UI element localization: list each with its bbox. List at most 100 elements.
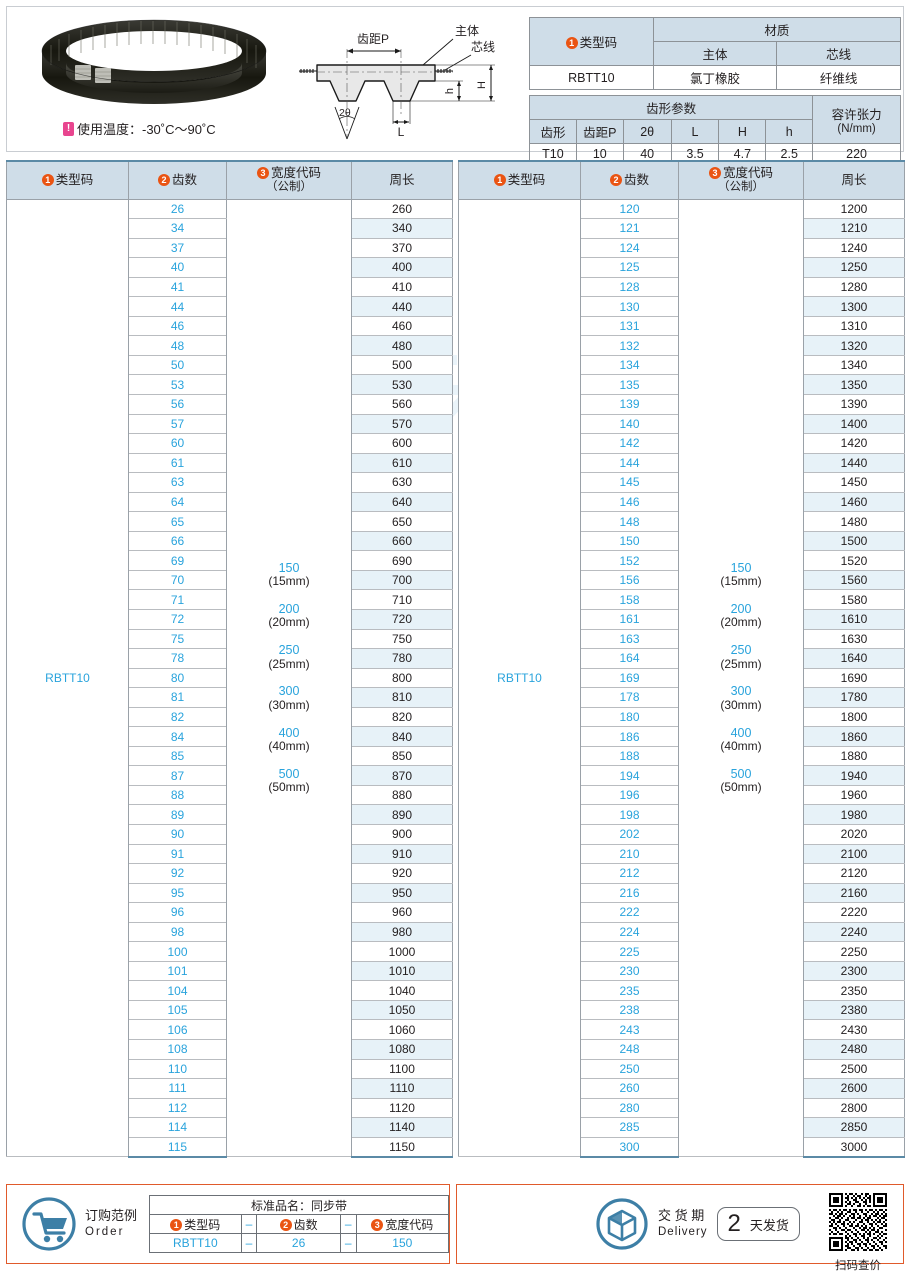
circumference-cell: 2300: [803, 961, 905, 982]
circumference-cell: 1860: [803, 726, 905, 747]
teeth-count-cell: 202: [580, 824, 679, 845]
circumference-cell: 1340: [803, 355, 905, 376]
circumference-cell: 1310: [803, 316, 905, 337]
circumference-cell: 950: [351, 883, 453, 904]
product-table-left: 1 类型码 2 齿数 3 宽度代码 （公制） 周长 RBTT10 26 150 (15mm)…: [6, 160, 453, 1173]
width-code-mm: (50mm): [268, 780, 310, 795]
circumference-cell: 1150: [351, 1137, 453, 1158]
col-header-teeth-right: 2 齿数: [580, 160, 679, 200]
delivery-title-en: Delivery: [658, 1225, 708, 1238]
teeth-count-cell: 66: [128, 531, 227, 552]
width-code-item: 250 (25mm): [720, 643, 761, 671]
circumference-cell: 1200: [803, 199, 905, 220]
angle-label: 2θ: [339, 107, 351, 119]
table-row: 125 1250: [459, 257, 905, 278]
width-code-item: 400 (40mm): [268, 726, 309, 754]
table-row: 150 1500: [459, 531, 905, 552]
teeth-count-cell: 88: [128, 785, 227, 806]
circumference-cell: 1940: [803, 765, 905, 786]
shopping-cart-icon: [22, 1197, 76, 1251]
type-code-value-right: RBTT10: [458, 199, 581, 1158]
table-row: 110 1100: [7, 1059, 453, 1080]
table-row: 104 1040: [7, 980, 453, 1001]
teeth-count-cell: 100: [128, 941, 227, 962]
delivery-box-icon: [596, 1198, 648, 1250]
table-row: 44 440: [7, 296, 453, 317]
circumference-cell: 1060: [351, 1019, 453, 1041]
table-row: 84 840: [7, 726, 453, 747]
table-row: 34 340: [7, 218, 453, 239]
circumference-cell: 710: [351, 589, 453, 610]
teeth-count-cell: 125: [580, 257, 679, 278]
table-row: 202 2020: [459, 824, 905, 845]
table-row: 212 2120: [459, 863, 905, 884]
material-header: 材质: [652, 17, 902, 42]
table-right-body: RBTT10 120 150 (15mm) 200 (20mm) 250 (25mm) 300(…: [458, 199, 905, 1158]
table-row: 72 720: [7, 609, 453, 630]
table-row: 65 650: [7, 511, 453, 532]
teeth-count-cell: 163: [580, 629, 679, 650]
table-right: 1 类型码 2 齿数 3 宽度代码 （公制） 周长 RBTT10 120 150 (15mm…: [458, 160, 905, 1158]
circumference-cell: 2020: [803, 824, 905, 845]
material-cord-value: 纤维线: [776, 65, 901, 90]
table-row: RBTT10 26 150 (15mm) 200 (20mm) 250 (25mm) 300 (3…: [6, 199, 453, 1158]
circumference-cell: 960: [351, 902, 453, 923]
teeth-count-cell: 40: [128, 257, 227, 278]
width-code-group-right: 150 (15mm) 200 (20mm) 250 (25mm) 300 (30mm) 400(…: [678, 199, 804, 1158]
order-col-width: 3 宽度代码: [355, 1214, 450, 1234]
circumference-cell: 1100: [351, 1059, 453, 1080]
tooth-profile-diagram: 齿距P 主体 芯线 2θ L: [299, 24, 495, 140]
teeth-count-cell: 80: [128, 668, 227, 689]
teeth-count-cell: 210: [580, 844, 679, 865]
circumference-cell: 850: [351, 746, 453, 767]
temperature-text: 使用温度：-30˚C～90˚C: [77, 122, 216, 137]
circumference-cell: 690: [351, 550, 453, 571]
col-header-type-code-right: 1 类型码: [458, 160, 581, 200]
delivery-days-number: 2: [727, 1210, 741, 1237]
teeth-count-cell: 101: [128, 961, 227, 982]
teeth-count-cell: 90: [128, 824, 227, 845]
table-row: 87 870: [7, 765, 453, 786]
table-row: 280 2800: [459, 1098, 905, 1119]
circumference-cell: 1780: [803, 687, 905, 708]
circumference-cell: 3000: [803, 1137, 905, 1158]
table-row: 224 2240: [459, 922, 905, 943]
circumference-cell: 1320: [803, 335, 905, 356]
circumference-cell: 1880: [803, 746, 905, 767]
qr-section: 扫码查价: [829, 1193, 887, 1273]
circumference-cell: 800: [351, 668, 453, 689]
circumference-cell: 1240: [803, 238, 905, 259]
table-row: 216 2160: [459, 883, 905, 904]
table-row: 196 1960: [459, 785, 905, 806]
table-row: 114 1140: [7, 1117, 453, 1138]
circumference-cell: 370: [351, 238, 453, 259]
qr-code-icon[interactable]: [829, 1193, 887, 1251]
order-example-table: 标准品名：同步带 1 类型码 – 2 齿数 – 3 宽度代码 RBTT: [149, 1195, 450, 1253]
circumference-cell: 810: [351, 687, 453, 708]
width-code-group-left: 150 (15mm) 200 (20mm) 250 (25mm) 300 (30mm) 400(…: [226, 199, 352, 1158]
col-header-circumference-left: 周长: [351, 160, 453, 200]
circumference-cell: 900: [351, 824, 453, 845]
table-row: RBTT10 120 150 (15mm) 200 (20mm) 250 (25mm) 300(…: [458, 199, 905, 1158]
circumference-cell: 2850: [803, 1117, 905, 1138]
tooth-val-5: 2.5: [765, 143, 814, 164]
timing-belt-photo: [41, 19, 267, 104]
table-row: 146 1460: [459, 492, 905, 513]
teeth-count-cell: 196: [580, 785, 679, 806]
circumference-cell: 1000: [351, 941, 453, 962]
width-code-value: 300: [730, 684, 752, 699]
circumference-cell: 410: [351, 277, 453, 298]
teeth-count-cell: 144: [580, 453, 679, 474]
table-row: 37 370: [7, 238, 453, 259]
teeth-count-cell: 105: [128, 1000, 227, 1021]
tooth-parameter-table: 齿形参数 容许张力 (N/mm) 齿形 齿距P 2θ L H h T10 1: [528, 95, 901, 164]
circumference-cell: 1010: [351, 961, 453, 982]
circumference-cell: 1040: [351, 980, 453, 1001]
h-label: h: [444, 88, 456, 94]
material-cord-header: 芯线: [776, 41, 901, 66]
teeth-count-cell: 34: [128, 218, 227, 239]
teeth-count-cell: 112: [128, 1098, 227, 1119]
circumference-cell: 1300: [803, 296, 905, 317]
teeth-count-cell: 198: [580, 804, 679, 825]
teeth-count-cell: 238: [580, 1000, 679, 1021]
